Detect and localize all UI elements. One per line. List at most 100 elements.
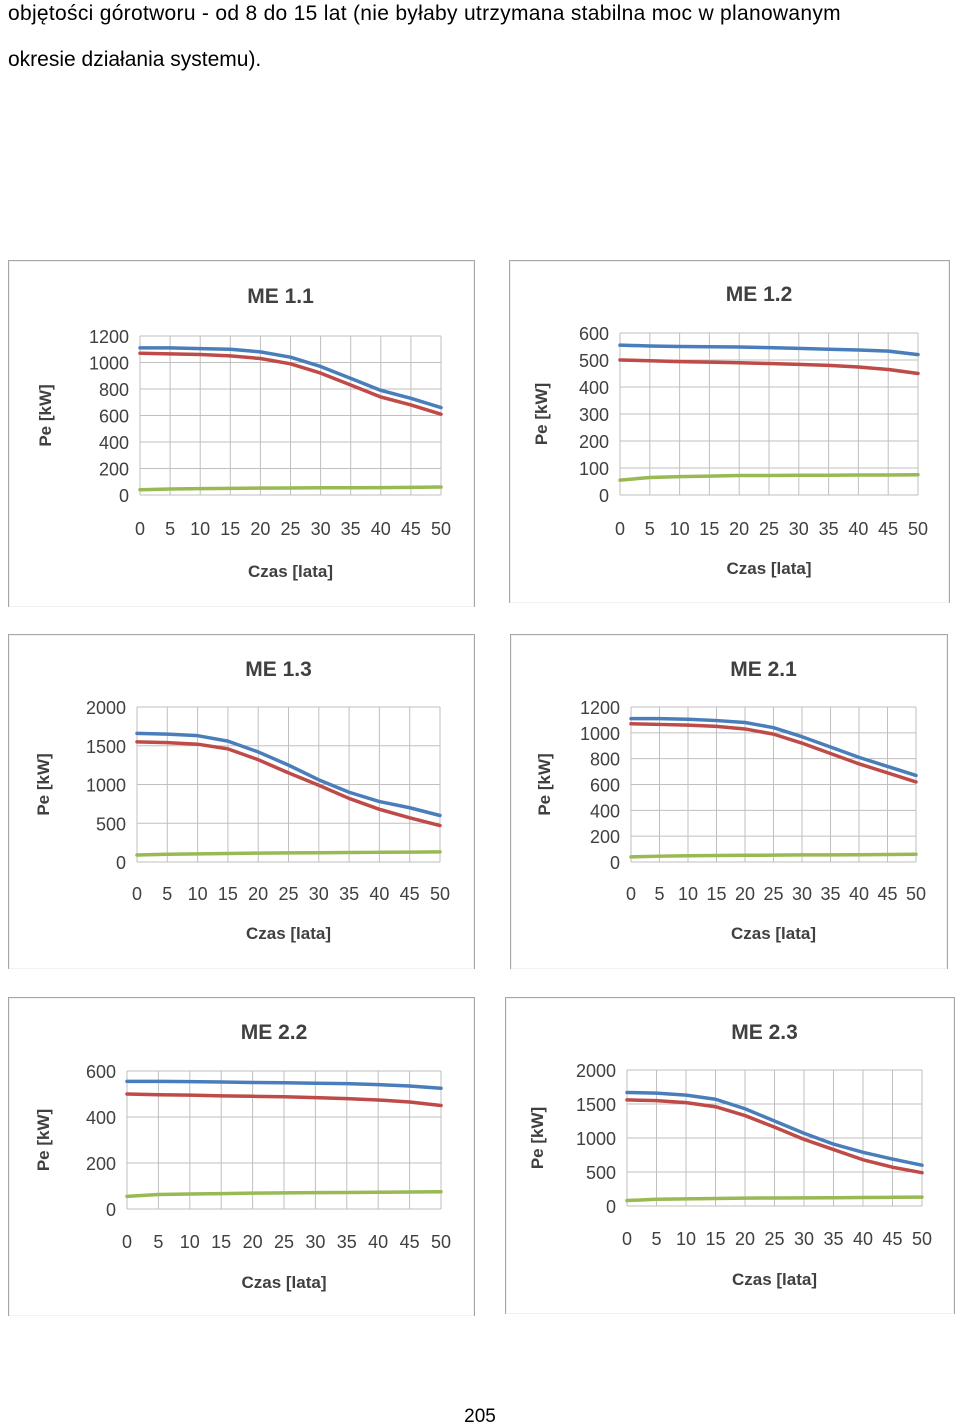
x-tick-label: 50 <box>431 1232 451 1252</box>
x-tick-label: 40 <box>368 1232 388 1252</box>
x-axis-label: Czas [lata] <box>726 559 811 578</box>
y-tick-label: 0 <box>106 1200 116 1220</box>
x-tick-label: 50 <box>430 884 450 904</box>
x-tick-label: 50 <box>912 1229 932 1249</box>
y-tick-label: 200 <box>579 432 609 452</box>
series-line-1 <box>125 1079 443 1090</box>
y-tick-label: 400 <box>579 378 609 398</box>
chart-title: ME 1.2 <box>726 283 793 306</box>
series-line-2 <box>135 740 442 828</box>
x-tick-label: 20 <box>735 1229 755 1249</box>
x-tick-label: 5 <box>651 1229 661 1249</box>
x-tick-label: 20 <box>735 884 755 904</box>
x-tick-label: 45 <box>401 519 421 539</box>
x-tick-label: 30 <box>789 519 809 539</box>
x-tick-label: 40 <box>848 519 868 539</box>
series-line-1 <box>629 716 918 778</box>
series-line-2 <box>125 1092 443 1108</box>
x-tick-label: 25 <box>274 1232 294 1252</box>
y-tick-label: 1500 <box>86 737 126 757</box>
x-axis-label: Czas [lata] <box>731 924 816 943</box>
y-axis-label: Pe [kW] <box>532 383 551 445</box>
x-tick-label: 35 <box>341 519 361 539</box>
x-tick-label: 25 <box>763 884 783 904</box>
x-tick-label: 5 <box>654 884 664 904</box>
x-tick-label: 45 <box>877 884 897 904</box>
y-tick-label: 500 <box>579 351 609 371</box>
x-tick-label: 10 <box>676 1229 696 1249</box>
y-tick-label: 1000 <box>86 776 126 796</box>
x-tick-label: 0 <box>622 1229 632 1249</box>
grid <box>136 706 441 863</box>
chart-title: ME 2.2 <box>241 1021 308 1044</box>
x-tick-label: 40 <box>853 1229 873 1249</box>
x-tick-label: 40 <box>369 884 389 904</box>
x-tick-label: 15 <box>211 1232 231 1252</box>
y-tick-label: 200 <box>86 1154 116 1174</box>
x-tick-label: 5 <box>645 519 655 539</box>
x-tick-label: 30 <box>305 1232 325 1252</box>
y-tick-label: 1200 <box>89 327 129 347</box>
chart-me11: ME 1.1 0 200 400 600 800 1000 1200 0 5 10 15 20 25 30 3… <box>8 260 475 607</box>
series-line-1 <box>135 731 442 818</box>
series-line-3 <box>138 485 443 492</box>
x-tick-label: 45 <box>400 1232 420 1252</box>
x-tick-label: 50 <box>431 519 451 539</box>
x-tick-label: 0 <box>132 884 142 904</box>
x-tick-label: 35 <box>339 884 359 904</box>
y-tick-label: 400 <box>590 801 620 821</box>
x-tick-label: 20 <box>248 884 268 904</box>
y-axis-label: Pe [kW] <box>528 1107 547 1169</box>
y-tick-label: 600 <box>590 776 620 796</box>
x-tick-label: 10 <box>190 519 210 539</box>
y-tick-label: 1000 <box>576 1129 616 1149</box>
x-tick-label: 0 <box>122 1232 132 1252</box>
y-axis-label: Pe [kW] <box>34 1109 53 1171</box>
x-tick-label: 35 <box>819 519 839 539</box>
x-axis-label: Czas [lata] <box>248 562 333 581</box>
chart-title: ME 1.3 <box>245 658 312 681</box>
x-tick-label: 25 <box>764 1229 784 1249</box>
x-tick-label: 30 <box>794 1229 814 1249</box>
y-tick-label: 800 <box>99 380 129 400</box>
series-line-3 <box>618 473 920 482</box>
y-tick-label: 500 <box>96 814 126 834</box>
y-tick-label: 0 <box>606 1197 616 1217</box>
chart-svg: ME 2.2 0 200 400 600 0 5 10 15 20 25 30 35 40 45 50 Czas… <box>34 1021 451 1292</box>
y-tick-label: 0 <box>119 486 129 506</box>
x-tick-label: 5 <box>162 884 172 904</box>
y-tick-label: 1500 <box>576 1095 616 1115</box>
series-line-2 <box>625 1098 924 1175</box>
x-tick-label: 20 <box>243 1232 263 1252</box>
y-tick-label: 2000 <box>576 1061 616 1081</box>
x-tick-label: 30 <box>309 884 329 904</box>
grid <box>630 706 917 863</box>
grid <box>139 335 442 496</box>
x-tick-label: 20 <box>250 519 270 539</box>
y-tick-label: 200 <box>99 460 129 480</box>
x-tick-label: 50 <box>908 519 928 539</box>
x-tick-label: 35 <box>337 1232 357 1252</box>
y-tick-label: 400 <box>86 1108 116 1128</box>
y-tick-label: 0 <box>610 853 620 873</box>
chart-me21: ME 2.1 0 200 400 600 800 1000 1200 0 5 10 15 20 25 30 3… <box>510 634 948 969</box>
x-tick-label: 45 <box>878 519 898 539</box>
x-tick-label: 30 <box>311 519 331 539</box>
x-tick-label: 10 <box>188 884 208 904</box>
x-tick-label: 20 <box>729 519 749 539</box>
x-axis-label: Czas [lata] <box>246 924 331 943</box>
y-tick-label: 200 <box>590 827 620 847</box>
body-text-line-1: objętości górotworu - od 8 do 15 lat (ni… <box>8 2 841 25</box>
y-tick-label: 600 <box>99 407 129 427</box>
chart-me22: ME 2.2 0 200 400 600 0 5 10 15 20 25 30 35 40 45 50 Czas… <box>8 997 475 1316</box>
chart-title: ME 1.1 <box>247 285 314 308</box>
grid <box>126 1070 442 1210</box>
y-tick-label: 0 <box>116 853 126 873</box>
y-tick-label: 1200 <box>580 698 620 718</box>
series-line-3 <box>125 1190 443 1199</box>
x-tick-label: 40 <box>849 884 869 904</box>
y-tick-label: 100 <box>579 459 609 479</box>
y-tick-label: 600 <box>86 1062 116 1082</box>
